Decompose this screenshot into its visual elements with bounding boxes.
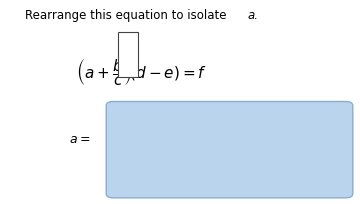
Text: a.: a. <box>247 9 258 22</box>
Text: $a=$: $a=$ <box>69 132 90 145</box>
Text: Rearrange this equation to isolate: Rearrange this equation to isolate <box>25 9 230 22</box>
Text: $\left(a+\dfrac{b}{c}\right)\!\left(d-e\right)=f$: $\left(a+\dfrac{b}{c}\right)\!\left(d-e\… <box>76 57 207 87</box>
FancyBboxPatch shape <box>118 33 138 78</box>
FancyBboxPatch shape <box>106 102 353 198</box>
